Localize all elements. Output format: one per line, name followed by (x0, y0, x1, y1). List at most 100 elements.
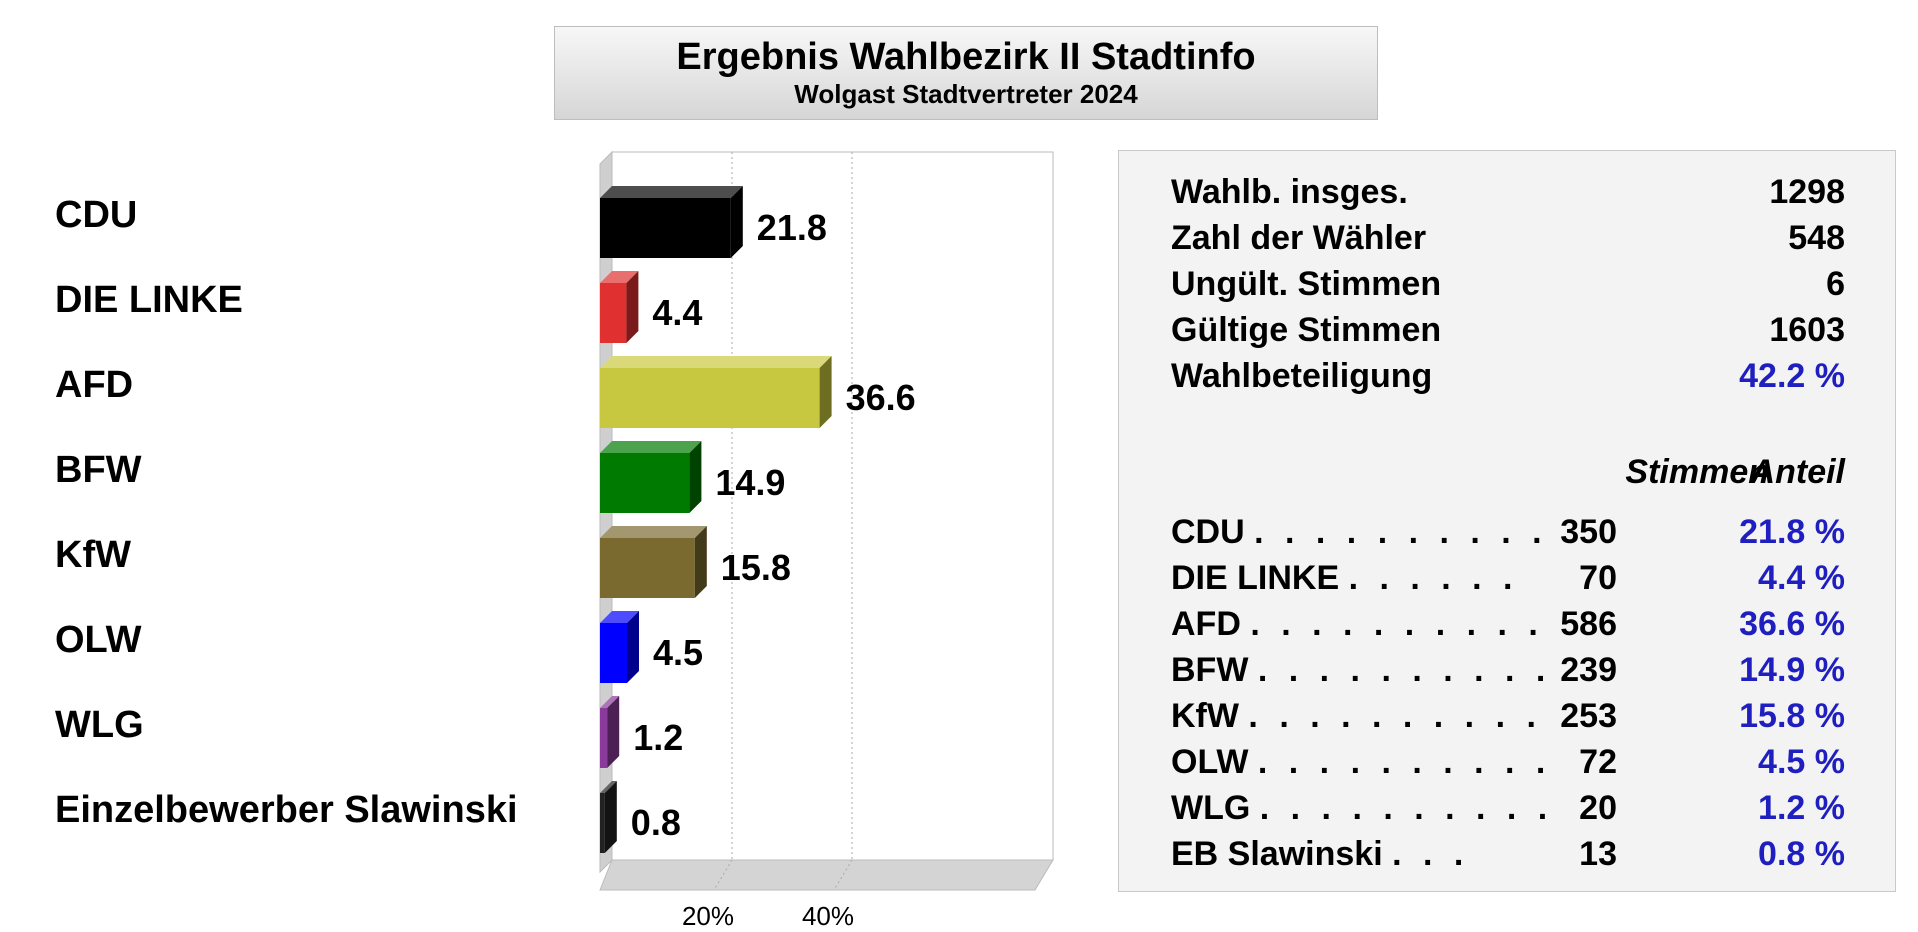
chart-subtitle: Wolgast Stadtvertreter 2024 (794, 79, 1138, 109)
party-votes: 253 (1560, 697, 1617, 735)
category-label: WLG (55, 704, 144, 746)
party-result-row: BFW . . . . . . . . . . 239 14.9 % (1119, 651, 1895, 697)
bar-side (694, 526, 707, 598)
bar-top (600, 526, 707, 538)
bar-top (600, 611, 639, 623)
x-tick-label: 20% (682, 901, 734, 931)
stat-row: Wahlbeteiligung 42.2 % (1119, 357, 1895, 403)
chart-title: Ergebnis Wahlbezirk II Stadtinfo (676, 36, 1256, 78)
stat-label: Ungült. Stimmen (1171, 265, 1442, 303)
bar-side (689, 441, 702, 513)
party-result-row: CDU . . . . . . . . . . 350 21.8 % (1119, 513, 1895, 559)
leader-dots: . . . . . . . . . . (1254, 513, 1548, 551)
party-share: 4.4 % (1758, 559, 1845, 597)
party-share: 15.8 % (1739, 697, 1845, 735)
bar-front (600, 793, 605, 853)
stat-value: 42.2 % (1739, 357, 1845, 395)
bar-top (600, 186, 743, 198)
party-share: 14.9 % (1739, 651, 1845, 689)
votes-header: Stimmen (1625, 453, 1769, 491)
bar-front (600, 623, 627, 683)
bar-top (600, 696, 620, 708)
party-votes: 239 (1560, 651, 1617, 689)
stat-label: Gültige Stimmen (1171, 311, 1442, 349)
bar-side (730, 186, 743, 258)
bar-top (600, 441, 702, 453)
party-result-name: BFW . . . . . . . . . . (1171, 651, 1551, 690)
party-result-name: EB Slawinski . . . (1171, 835, 1469, 874)
bar-top (600, 356, 832, 368)
category-label: Einzelbewerber Slawinski (55, 789, 518, 831)
party-name-text: OLW (1171, 743, 1249, 781)
bar-side (627, 611, 639, 683)
bar-side (626, 271, 639, 343)
party-result-name: AFD . . . . . . . . . . (1171, 605, 1544, 644)
leader-dots: . . . . . . . . . . (1257, 743, 1552, 781)
leader-dots: . . . . . . . . . . (1250, 605, 1544, 643)
bar-side (607, 696, 620, 768)
stat-label: Wahlb. insges. (1171, 173, 1408, 211)
party-name-text: KfW (1171, 697, 1239, 735)
stat-label: Zahl der Wähler (1171, 219, 1427, 257)
party-result-row: OLW . . . . . . . . . . 72 4.5 % (1119, 743, 1895, 789)
party-result-row: WLG . . . . . . . . . . 20 1.2 % (1119, 789, 1895, 835)
bar-value-label: 4.5 (653, 632, 703, 673)
bar-value-label: 15.8 (721, 547, 791, 588)
stat-row: Gültige Stimmen 1603 (1119, 311, 1895, 357)
leader-dots: . . . . . . . . . . (1259, 789, 1554, 827)
party-result-row: AFD . . . . . . . . . . 586 36.6 % (1119, 605, 1895, 651)
party-result-name: OLW . . . . . . . . . . (1171, 743, 1551, 782)
party-result-row: KfW . . . . . . . . . . 253 15.8 % (1119, 697, 1895, 743)
party-votes: 13 (1579, 835, 1617, 873)
plot-floor (599, 859, 1054, 891)
leader-dots: . . . (1392, 835, 1470, 873)
chart-title-box: Ergebnis Wahlbezirk II Stadtinfo Wolgast… (554, 26, 1378, 120)
party-name-text: AFD (1171, 605, 1241, 643)
party-share: 21.8 % (1739, 513, 1845, 551)
party-result-name: DIE LINKE . . . . . . (1171, 559, 1519, 598)
party-result-name: KfW . . . . . . . . . . (1171, 697, 1542, 736)
leader-dots: . . . . . . . . . . (1257, 651, 1552, 689)
stat-value: 1603 (1769, 311, 1845, 349)
category-label: AFD (55, 364, 134, 406)
party-share: 36.6 % (1739, 605, 1845, 643)
stat-value: 548 (1788, 219, 1845, 257)
category-label: DIE LINKE (55, 279, 243, 321)
party-votes: 72 (1579, 743, 1617, 781)
party-result-row: EB Slawinski . . . 13 0.8 % (1119, 835, 1895, 881)
x-tick-label: 40% (802, 901, 854, 931)
party-share: 4.5 % (1758, 743, 1845, 781)
party-share: 0.8 % (1758, 835, 1845, 873)
party-votes: 70 (1579, 559, 1617, 597)
party-result-row: DIE LINKE . . . . . . 70 4.4 % (1119, 559, 1895, 605)
bar-value-label: 0.8 (631, 802, 681, 843)
party-name-text: BFW (1171, 651, 1249, 689)
bar-value-label: 1.2 (633, 717, 683, 758)
bar-front (600, 453, 690, 513)
party-votes: 20 (1579, 789, 1617, 827)
party-result-name: WLG . . . . . . . . . . (1171, 789, 1553, 828)
party-name-text: DIE LINKE (1171, 559, 1340, 597)
leader-dots: . . . . . . (1348, 559, 1519, 597)
bar-top (600, 781, 617, 793)
gridline-floor (833, 859, 853, 891)
category-label: KfW (55, 534, 131, 576)
bar-value-label: 36.6 (846, 377, 916, 418)
bar-chart: 20% 40% 21.8 4.4 36.6 14.9 15.8 4.5 1.2 0.8 (599, 150, 1054, 931)
bar-value-label: 14.9 (715, 462, 785, 503)
category-label: OLW (55, 619, 142, 661)
leader-dots: . . . . . . . . . . (1248, 697, 1542, 735)
bar-value-label: 4.4 (652, 292, 702, 333)
stat-label: Wahlbeteiligung (1171, 357, 1433, 395)
party-name-text: EB Slawinski (1171, 835, 1383, 873)
stat-row: Wahlb. insges. 1298 (1119, 173, 1895, 219)
bar-value-label: 21.8 (757, 207, 827, 248)
bar-side (604, 781, 617, 853)
party-name-text: CDU (1171, 513, 1245, 551)
stats-panel: Wahlb. insges. 1298 Zahl der Wähler 548 Ungü… (1118, 150, 1896, 892)
stat-value: 1298 (1769, 173, 1845, 211)
bar-front (600, 198, 731, 258)
party-votes: 586 (1560, 605, 1617, 643)
bar-top (600, 271, 639, 283)
bar-front (600, 283, 627, 343)
